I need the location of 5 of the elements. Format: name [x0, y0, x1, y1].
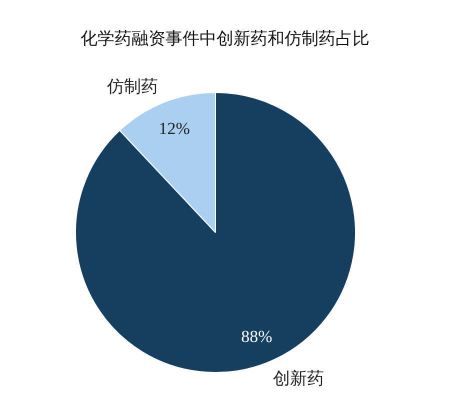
slice-label: 创新药: [273, 368, 324, 388]
slice-label: 仿制药: [106, 77, 158, 96]
data-label: 88%: [241, 327, 272, 346]
chart-title: 化学药融资事件中创新药和仿制药占比: [80, 29, 370, 48]
data-label: 12%: [158, 118, 190, 138]
